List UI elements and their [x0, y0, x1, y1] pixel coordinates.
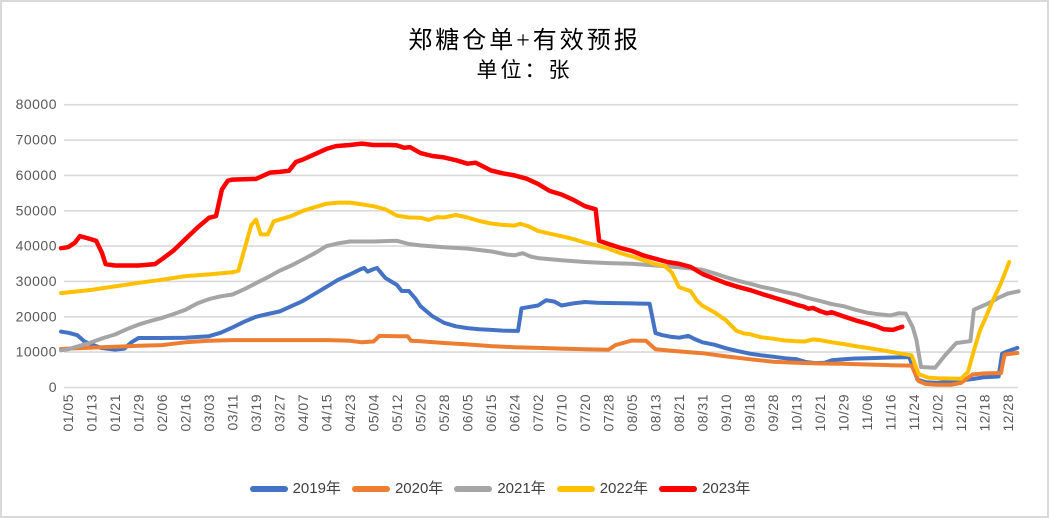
x-tick-label: 04/07 [295, 394, 311, 432]
x-tick-label: 07/28 [601, 394, 617, 432]
x-tick-label: 08/05 [624, 394, 640, 432]
x-tick-label: 05/28 [436, 394, 452, 432]
series-line-2020 [59, 333, 1020, 387]
legend-label: 2021年 [497, 480, 546, 497]
x-tick-label: 01/13 [84, 394, 100, 432]
y-tick-label: 0 [49, 379, 57, 395]
legend-label: 2019年 [292, 480, 341, 497]
x-tick-label: 06/24 [507, 394, 523, 432]
x-tick-label: 10/29 [836, 394, 852, 432]
x-tick-label: 09/18 [742, 394, 758, 432]
legend-marker-icon [249, 486, 288, 492]
series-line-2023 [58, 141, 905, 333]
series-line-2019 [59, 266, 1020, 385]
x-tick-label: 08/21 [671, 394, 687, 432]
x-tick-label: 05/12 [389, 394, 405, 432]
x-tick-label: 04/15 [319, 394, 335, 432]
x-tick-label: 06/15 [483, 394, 499, 432]
x-tick-label: 07/02 [530, 394, 546, 432]
legend-label: 2020年 [394, 480, 444, 497]
y-tick-label: 60000 [16, 167, 57, 183]
x-tick-label: 11/24 [906, 394, 922, 431]
x-tick-label: 12/28 [1000, 394, 1016, 432]
x-tick-label: 11/06 [859, 394, 875, 431]
x-tick-label: 11/16 [883, 394, 899, 431]
x-tick-label: 01/05 [60, 394, 76, 432]
x-tick-label: 12/10 [953, 394, 969, 432]
legend-item-2021: 2021年 [454, 478, 546, 500]
x-tick-label: 12/02 [930, 394, 946, 432]
legend-item-2023: 2023年 [659, 478, 750, 500]
x-tick-label: 04/23 [342, 394, 358, 432]
y-tick-label: 30000 [16, 273, 57, 289]
y-tick-label: 80000 [16, 96, 57, 112]
x-tick-label: 08/13 [648, 394, 664, 432]
y-tick-label: 20000 [16, 308, 57, 324]
chart-subtitle: 单位：张 [476, 58, 573, 82]
x-tick-label: 03/11 [225, 394, 241, 431]
x-tick-label: 07/20 [577, 394, 593, 432]
x-tick-label: 10/13 [789, 394, 805, 432]
legend-marker-icon [659, 486, 698, 492]
legend: 2019年 2020年 2021年 2022年 2023年 [0, 478, 1000, 500]
x-tick-label: 05/04 [366, 394, 382, 432]
legend-item-2019: 2019年 [249, 478, 341, 500]
legend-marker-icon [351, 486, 390, 492]
legend-label: 2023年 [702, 480, 751, 497]
series-line-2021 [59, 238, 1021, 370]
x-tick-label: 09/10 [718, 394, 734, 432]
legend-marker-icon [556, 486, 595, 492]
legend-item-2020: 2020年 [351, 478, 444, 500]
y-tick-label: 10000 [16, 344, 57, 360]
x-tick-label: 06/05 [460, 394, 476, 432]
legend-item-2022: 2022年 [556, 478, 649, 500]
chart-title: 郑糖仓单+有效预报 [408, 28, 641, 54]
x-tick-label: 10/21 [812, 394, 828, 432]
x-tick-label: 02/06 [154, 394, 170, 432]
y-tick-label: 40000 [16, 238, 57, 254]
x-tick-label: 09/28 [765, 394, 781, 432]
x-tick-label: 02/16 [178, 394, 194, 432]
x-tick-label: 05/20 [413, 394, 429, 432]
x-tick-label: 01/21 [107, 394, 123, 432]
series-line-2022 [59, 200, 1012, 381]
y-tick-label: 70000 [16, 132, 57, 148]
y-tick-label: 50000 [16, 202, 57, 218]
x-tick-label: 03/03 [201, 394, 217, 432]
x-tick-label: 01/29 [131, 394, 147, 432]
legend-marker-icon [454, 486, 493, 492]
x-tick-label: 08/31 [695, 394, 711, 432]
x-tick-label: 12/18 [977, 394, 993, 432]
x-tick-label: 03/19 [248, 394, 264, 432]
x-tick-label: 03/27 [272, 394, 288, 432]
legend-label: 2022年 [599, 480, 649, 497]
x-tick-label: 07/10 [554, 394, 570, 432]
